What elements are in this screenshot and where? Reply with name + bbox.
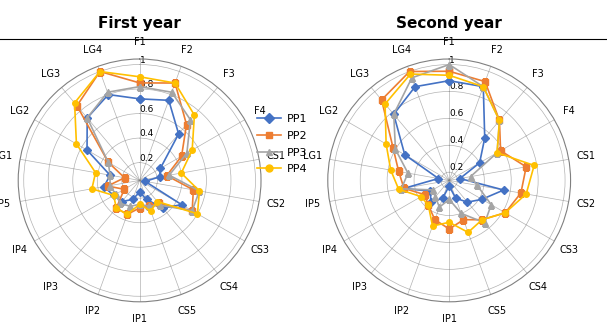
Legend: PP1, PP2, PP3, PP4: PP1, PP2, PP3, PP4 (257, 114, 308, 174)
Text: First year: First year (98, 16, 181, 31)
Text: Second year: Second year (396, 16, 502, 31)
